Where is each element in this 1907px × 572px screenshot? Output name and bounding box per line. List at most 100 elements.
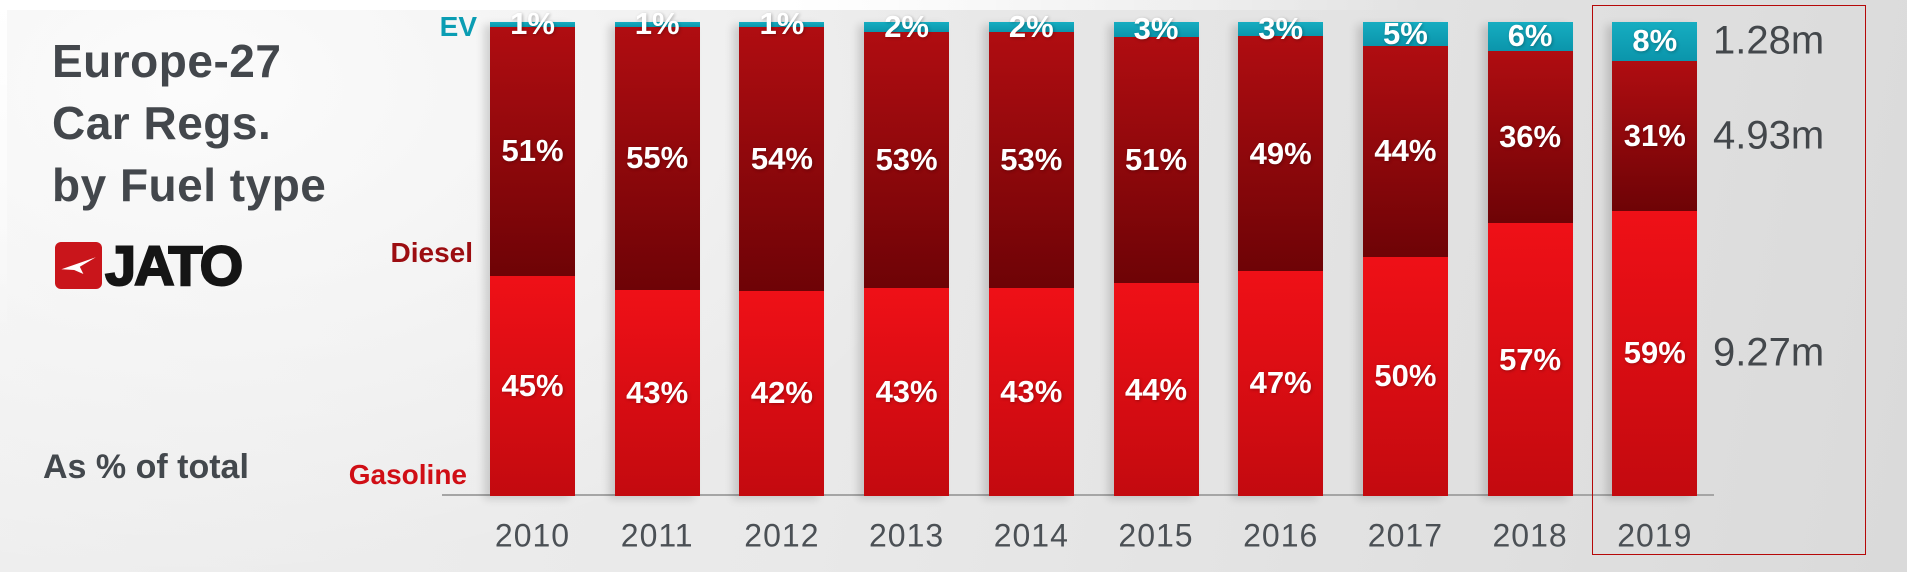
segment-gasoline-2012: 42%	[739, 290, 825, 496]
segment-diesel-2010: 51%	[490, 26, 575, 277]
x-tick-2014: 2014	[993, 517, 1069, 554]
highlight-2019-box	[1592, 5, 1866, 555]
bar-2014: 2% 53% 43%	[988, 9, 1074, 496]
value-label-ev-2016: 3%	[1258, 11, 1304, 47]
bar-2010: 1% 51% 45%	[490, 6, 575, 496]
total-ev-label: 1.28m	[1713, 18, 1825, 63]
title-line-3: by Fuel type	[52, 159, 327, 211]
chart-subtitle: As % of total	[43, 448, 249, 486]
bar-2012: 1% 54% 42%	[739, 6, 825, 496]
x-tick-2011: 2011	[620, 517, 694, 554]
jato-logo: JATO	[55, 233, 244, 298]
segment-diesel-2017: 44%	[1362, 45, 1448, 257]
legend-diesel-label: Diesel	[390, 237, 474, 268]
page-title: Europe-27 Car Regs. by Fuel type	[52, 30, 326, 216]
segment-ev-2017: 5%	[1362, 16, 1448, 51]
total-diesel-label: 4.93m	[1713, 113, 1825, 158]
value-label-ev-2014: 2%	[1008, 8, 1054, 44]
value-label-gasoline-2010: 45%	[501, 368, 564, 404]
bar-2011: 1% 55% 43%	[614, 6, 700, 496]
segment-gasoline-2010: 45%	[490, 276, 575, 496]
value-label-gasoline-2018: 57%	[1499, 341, 1562, 377]
jato-logo-box	[55, 242, 102, 289]
segment-ev-2014: 2%	[988, 9, 1074, 44]
segment-gasoline-2017: 50%	[1362, 256, 1448, 496]
bar-2015: 3% 51% 44%	[1113, 11, 1199, 496]
x-tick-2012: 2012	[744, 517, 820, 554]
value-label-diesel-2017: 44%	[1374, 133, 1437, 169]
segment-diesel-2016: 49%	[1238, 36, 1324, 271]
value-label-diesel-2015: 51%	[1124, 141, 1188, 177]
segment-diesel-2019: 31%	[1612, 60, 1698, 211]
value-label-ev-2011: 1%	[634, 6, 680, 42]
segment-diesel-2018: 36%	[1487, 50, 1573, 224]
segment-gasoline-2013: 43%	[864, 288, 950, 496]
value-label-gasoline-2015: 44%	[1124, 371, 1188, 407]
x-tick-2019: 2019	[1617, 517, 1693, 554]
value-label-ev-2012: 1%	[759, 6, 805, 42]
segment-gasoline-2018: 57%	[1487, 223, 1573, 496]
segment-gasoline-2014: 43%	[988, 288, 1074, 496]
segment-ev-2018: 6%	[1487, 18, 1573, 53]
value-label-ev-2015: 3%	[1133, 11, 1179, 47]
value-label-gasoline-2011: 43%	[626, 375, 689, 411]
value-label-gasoline-2013: 43%	[875, 374, 938, 409]
value-label-diesel-2012: 54%	[750, 140, 813, 176]
bar-2016: 3% 49% 47%	[1238, 11, 1324, 496]
x-tick-2015: 2015	[1118, 517, 1194, 554]
segment-diesel-2014: 53%	[988, 31, 1074, 289]
bar-2018: 6% 36% 57%	[1487, 18, 1573, 496]
segment-diesel-2012: 54%	[739, 26, 825, 291]
bar-2017: 5% 44% 50%	[1362, 16, 1448, 496]
total-gasoline-label: 9.27m	[1713, 330, 1825, 375]
value-label-diesel-2019: 31%	[1623, 117, 1686, 153]
segment-ev-2010: 1%	[490, 6, 575, 41]
value-label-gasoline-2019: 59%	[1623, 335, 1686, 371]
value-label-gasoline-2012: 42%	[750, 375, 813, 411]
x-tick-2013: 2013	[869, 517, 945, 554]
jato-arrow-icon	[60, 256, 96, 274]
segment-gasoline-2016: 47%	[1238, 270, 1324, 496]
value-label-ev-2017: 5%	[1382, 15, 1428, 51]
x-tick-2016: 2016	[1243, 517, 1319, 554]
legend-gasoline-label: Gasoline	[348, 459, 467, 490]
x-axis-line	[442, 494, 1714, 496]
segment-ev-2015: 3%	[1113, 11, 1199, 46]
value-label-gasoline-2017: 50%	[1374, 358, 1437, 394]
top-white-band	[0, 0, 1430, 10]
value-label-ev-2013: 2%	[884, 8, 929, 44]
left-white-band	[0, 0, 7, 340]
segment-diesel-2013: 53%	[864, 31, 950, 289]
value-label-ev-2010: 1%	[510, 6, 555, 42]
segment-ev-2016: 3%	[1238, 11, 1324, 46]
value-label-ev-2019: 8%	[1632, 23, 1678, 59]
segment-gasoline-2019: 59%	[1612, 210, 1698, 496]
segment-ev-2013: 2%	[864, 9, 950, 44]
value-label-gasoline-2016: 47%	[1249, 365, 1312, 401]
segment-diesel-2015: 51%	[1113, 36, 1199, 284]
value-label-diesel-2013: 53%	[875, 141, 938, 177]
segment-ev-2011: 1%	[614, 6, 700, 41]
value-label-diesel-2010: 51%	[501, 133, 564, 169]
segment-gasoline-2011: 43%	[614, 290, 700, 496]
x-tick-2010: 2010	[494, 517, 571, 554]
jato-logo-text: JATO	[104, 233, 244, 298]
segment-ev-2012: 1%	[739, 6, 825, 41]
x-tick-2018: 2018	[1492, 517, 1568, 554]
x-tick-2017: 2017	[1367, 517, 1443, 554]
value-label-diesel-2016: 49%	[1249, 135, 1312, 171]
title-line-2: Car Regs.	[52, 97, 272, 149]
value-label-diesel-2011: 55%	[626, 140, 689, 176]
title-line-1: Europe-27	[52, 35, 282, 87]
segment-ev-2019: 8%	[1612, 22, 1698, 61]
bar-2013: 2% 53% 43%	[864, 9, 950, 496]
value-label-diesel-2018: 36%	[1499, 118, 1562, 154]
value-label-gasoline-2014: 43%	[1000, 374, 1063, 409]
value-label-diesel-2014: 53%	[1000, 141, 1063, 177]
segment-diesel-2011: 55%	[614, 26, 700, 291]
value-label-ev-2018: 6%	[1507, 18, 1553, 54]
legend-ev-label: EV	[439, 11, 477, 42]
bar-2019: 8% 31% 59%	[1612, 22, 1698, 496]
segment-gasoline-2015: 44%	[1113, 283, 1199, 496]
